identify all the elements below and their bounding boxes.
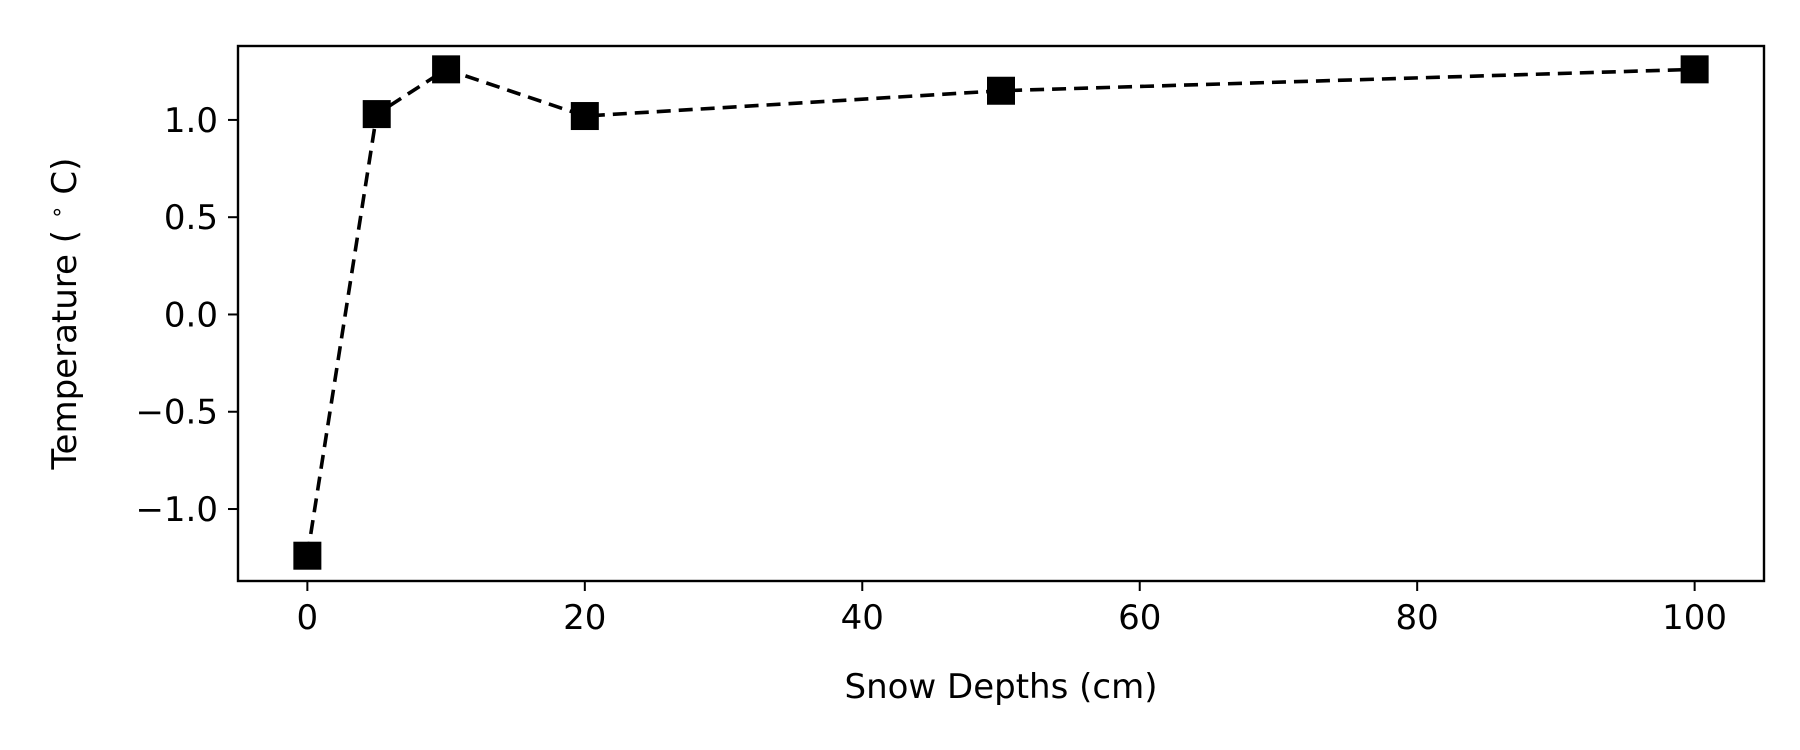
series-line — [305, 67, 1695, 556]
data-point-marker — [1680, 55, 1709, 84]
x-tick-label: 60 — [1118, 598, 1161, 638]
x-axis-ticks: 0 20 40 60 80 100 — [297, 581, 1727, 638]
y-tick-label: −1.0 — [135, 490, 218, 530]
y-tick-label: 1.0 — [164, 101, 218, 141]
y-axis-label-part: Temperature ( — [45, 230, 85, 470]
y-axis-ticks: −1.0 −0.5 0.0 0.5 1.0 — [135, 101, 238, 530]
y-axis-label-degree: ∘ — [45, 205, 70, 219]
x-axis-label: Snow Depths (cm) — [845, 667, 1158, 707]
data-point-marker — [570, 102, 599, 131]
data-point-marker — [293, 541, 322, 570]
y-tick-label: −0.5 — [135, 393, 218, 433]
plot-area-frame — [236, 44, 1766, 583]
data-point-marker — [362, 100, 391, 129]
series-layer — [293, 55, 1709, 570]
x-tick-label: 100 — [1662, 598, 1727, 638]
x-tick-label: 20 — [563, 598, 606, 638]
data-point-marker — [432, 55, 461, 84]
y-tick-label: 0.0 — [164, 295, 218, 335]
y-tick-label: 0.5 — [164, 198, 218, 238]
y-axis-label: Temperature ( ∘ C) — [33, 158, 85, 471]
y-axis-label-part: C) — [45, 158, 85, 195]
x-tick-label: 40 — [841, 598, 884, 638]
x-tick-label: 80 — [1396, 598, 1439, 638]
x-tick-label: 0 — [297, 598, 319, 638]
data-point-marker — [987, 76, 1015, 105]
